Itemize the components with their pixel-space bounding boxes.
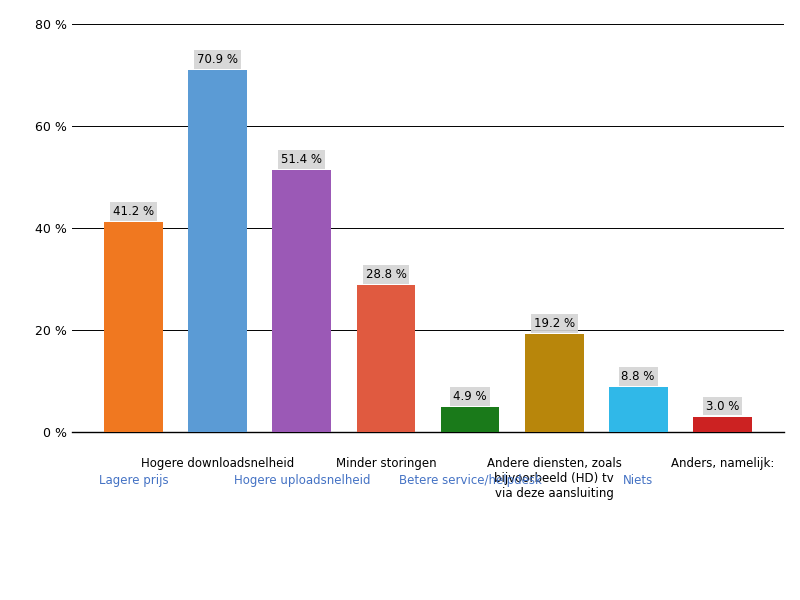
Text: Hogere downloadsnelheid: Hogere downloadsnelheid xyxy=(142,457,294,470)
Text: Minder storingen: Minder storingen xyxy=(336,457,436,470)
Text: 41.2 %: 41.2 % xyxy=(114,205,154,218)
Text: Betere service/helpdesk: Betere service/helpdesk xyxy=(398,473,542,487)
Bar xyxy=(441,407,499,432)
Text: 28.8 %: 28.8 % xyxy=(366,268,406,281)
Bar xyxy=(693,416,752,432)
Bar xyxy=(525,334,583,432)
Text: 19.2 %: 19.2 % xyxy=(534,317,574,330)
Text: Andere diensten, zoals
bijvoorbeeld (HD) tv
via deze aansluiting: Andere diensten, zoals bijvoorbeeld (HD)… xyxy=(486,457,622,500)
Text: 8.8 %: 8.8 % xyxy=(622,370,655,383)
Text: 70.9 %: 70.9 % xyxy=(198,53,238,66)
Bar xyxy=(609,387,667,432)
Text: Lagere prijs: Lagere prijs xyxy=(99,473,169,487)
Text: Niets: Niets xyxy=(623,473,654,487)
Text: 3.0 %: 3.0 % xyxy=(706,400,739,413)
Text: Hogere uploadsnelheid: Hogere uploadsnelheid xyxy=(234,473,370,487)
Text: 51.4 %: 51.4 % xyxy=(282,152,322,166)
Bar xyxy=(273,170,331,432)
Bar xyxy=(189,70,247,432)
Bar xyxy=(357,285,415,432)
Text: Anders, namelijk:: Anders, namelijk: xyxy=(670,457,774,470)
Bar xyxy=(104,222,163,432)
Text: 4.9 %: 4.9 % xyxy=(454,390,487,403)
